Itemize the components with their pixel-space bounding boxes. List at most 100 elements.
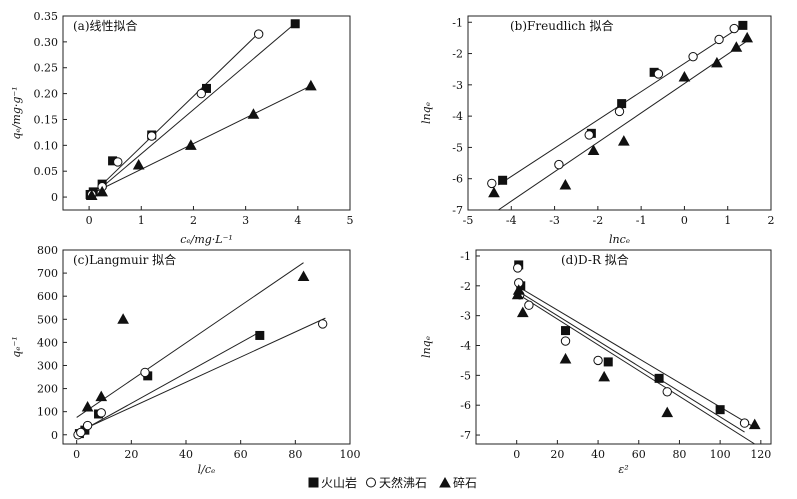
fit-line <box>516 285 755 429</box>
x-axis-label: l/cₑ <box>198 463 216 476</box>
y-axis-label: lnqₑ <box>420 102 433 124</box>
x-tick-label: 3 <box>242 214 249 227</box>
y-tick-label: -2 <box>452 48 463 61</box>
plot-frame <box>62 249 351 445</box>
data-point-triangle <box>117 313 129 324</box>
x-axis-label: lncₑ <box>609 233 630 246</box>
panel-title: (c)Langmuir 拟合 <box>73 252 176 267</box>
legend-label-zeolite: 天然沸石 <box>379 475 427 490</box>
x-tick-label: 4 <box>294 214 301 227</box>
x-tick-label: -2 <box>592 214 603 227</box>
y-axis-label: qₑ⁻¹ <box>10 336 23 358</box>
data-point-triangle <box>559 352 572 364</box>
data-point-square <box>617 99 627 109</box>
y-tick-label: -7 <box>452 204 463 217</box>
y-tick-label: -5 <box>452 141 463 154</box>
legend-label-volcanic: 火山岩 <box>321 475 357 490</box>
data-point-triangle <box>297 270 310 282</box>
fit-line <box>498 39 750 210</box>
x-tick-label: 0 <box>681 214 688 227</box>
data-point-triangle <box>730 41 743 52</box>
data-point-circle <box>513 263 523 273</box>
data-point-triangle <box>617 135 630 146</box>
fit-line <box>516 292 755 444</box>
data-point-square <box>738 20 748 30</box>
data-point-square <box>561 326 571 336</box>
fit-line <box>76 262 304 418</box>
data-point-circle <box>82 420 93 431</box>
y-tick-label: 0 <box>51 191 58 204</box>
data-point-square <box>654 373 664 383</box>
data-point-circle <box>593 355 603 366</box>
plot-area <box>511 260 761 444</box>
y-tick-label: 300 <box>37 359 58 372</box>
legend-marker-triangle <box>439 476 451 488</box>
data-point-square <box>290 19 300 29</box>
data-point-triangle <box>96 185 108 197</box>
y-tick-label: 0.20 <box>34 88 59 101</box>
y-tick-label: 400 <box>37 336 58 349</box>
x-tick-label: -5 <box>463 214 474 227</box>
y-tick-label: -6 <box>460 399 471 412</box>
x-tick-label: 60 <box>234 448 248 461</box>
x-tick-label: 5 <box>347 214 354 227</box>
data-point-triangle <box>559 178 572 190</box>
y-axis-label: lnqₑ <box>420 336 433 358</box>
data-point-circle <box>714 34 724 45</box>
y-tick-label: -6 <box>452 173 463 186</box>
panel-title: (a)线性拟合 <box>73 18 138 33</box>
x-axis-label: cₑ/mg·L⁻¹ <box>180 233 233 246</box>
data-point-square <box>715 405 725 415</box>
y-tick-label: -1 <box>460 250 471 263</box>
data-point-circle <box>554 159 564 170</box>
data-point-circle <box>739 418 750 428</box>
x-tick-label: -1 <box>636 214 647 227</box>
data-point-triangle <box>711 56 723 68</box>
data-point-circle <box>614 106 625 117</box>
y-tick-label: 0.35 <box>34 10 59 23</box>
y-tick-label: 800 <box>37 244 58 257</box>
data-point-circle <box>487 178 497 189</box>
data-point-square <box>255 330 265 340</box>
plot-area <box>85 19 317 201</box>
fit-line <box>76 317 326 433</box>
y-tick-label: 200 <box>37 383 58 396</box>
y-tick-label: 600 <box>37 290 58 303</box>
fit-line <box>88 32 260 198</box>
x-tick-label: 1 <box>724 214 731 227</box>
data-point-circle <box>317 319 328 329</box>
x-tick-label: 20 <box>550 448 564 461</box>
panel-title: (b)Freudlich 拟合 <box>510 18 614 33</box>
data-point-triangle <box>587 144 600 156</box>
y-tick-label: -7 <box>460 429 471 442</box>
data-point-triangle <box>598 370 611 382</box>
y-tick-label: -4 <box>452 110 463 123</box>
y-tick-label: 0.05 <box>34 165 59 178</box>
plot-frame <box>475 249 772 445</box>
y-tick-label: 100 <box>37 406 58 419</box>
data-point-circle <box>729 23 739 34</box>
y-tick-label: -2 <box>460 280 471 293</box>
y-tick-label: -3 <box>452 79 463 92</box>
x-tick-label: -3 <box>549 214 560 227</box>
x-tick-label: 0 <box>73 448 80 461</box>
y-axis-label: qₑ/mg·g⁻¹ <box>10 86 23 139</box>
y-tick-label: 0.30 <box>34 36 59 49</box>
fit-line <box>88 85 312 196</box>
x-axis-label: ε² <box>618 463 628 476</box>
x-tick-label: 1 <box>138 214 145 227</box>
data-point-triangle <box>748 418 761 430</box>
plot-frame <box>467 15 772 211</box>
data-point-triangle <box>678 70 691 82</box>
fit-line <box>516 289 745 433</box>
data-point-circle <box>524 300 534 310</box>
legend-label-gravel: 碎石 <box>453 475 477 490</box>
data-point-circle <box>653 69 664 79</box>
data-point-square <box>202 83 211 93</box>
data-point-triangle <box>85 189 98 201</box>
data-point-circle <box>113 157 123 167</box>
x-tick-label: -4 <box>506 214 517 227</box>
x-tick-label: 100 <box>340 448 361 461</box>
data-point-circle <box>140 367 150 378</box>
chart-panel-2: -5 -4 -3 -2 -1 0 1 2 -7 -6 -5 -4 -3 -2 -1 (b)Freudlich … <box>420 15 775 246</box>
